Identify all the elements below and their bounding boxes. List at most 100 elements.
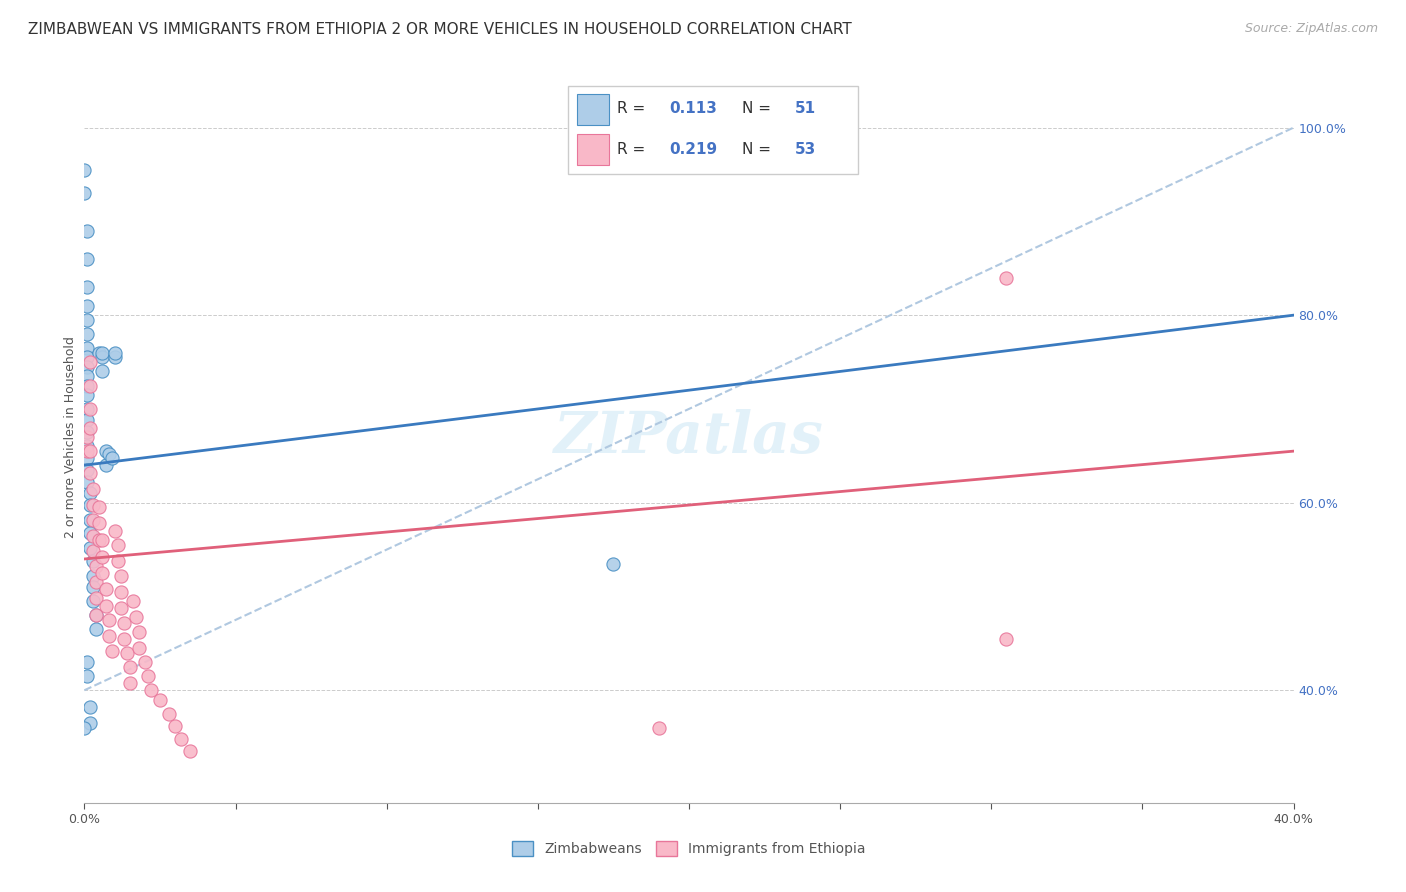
Point xyxy=(76,413,98,427)
Point xyxy=(91,364,114,378)
Point xyxy=(100,644,122,658)
Point xyxy=(121,594,143,608)
Point xyxy=(82,482,104,496)
Point xyxy=(112,632,135,646)
Point xyxy=(82,498,104,512)
Point xyxy=(76,430,98,444)
Point xyxy=(79,513,101,527)
Point xyxy=(107,538,129,552)
Point xyxy=(91,566,114,580)
Point xyxy=(165,719,187,733)
Point xyxy=(76,444,98,458)
Point xyxy=(91,351,114,365)
Point xyxy=(79,700,101,714)
Point xyxy=(602,557,624,571)
Point xyxy=(82,569,104,583)
Point xyxy=(89,500,111,515)
Text: ZIMBABWEAN VS IMMIGRANTS FROM ETHIOPIA 2 OR MORE VEHICLES IN HOUSEHOLD CORRELATI: ZIMBABWEAN VS IMMIGRANTS FROM ETHIOPIA 2… xyxy=(28,22,852,37)
Text: ZIPatlas: ZIPatlas xyxy=(554,409,824,466)
Point xyxy=(76,252,98,266)
Point xyxy=(86,575,108,590)
Point xyxy=(104,345,127,359)
Point xyxy=(79,486,101,500)
Point xyxy=(73,162,96,177)
Point xyxy=(79,541,101,555)
Legend: Zimbabweans, Immigrants from Ethiopia: Zimbabweans, Immigrants from Ethiopia xyxy=(508,836,870,862)
Point xyxy=(170,732,193,747)
Point xyxy=(86,591,108,606)
Point xyxy=(76,401,98,416)
Point xyxy=(134,655,156,669)
Point xyxy=(110,569,132,583)
Point xyxy=(82,554,104,568)
Text: Source: ZipAtlas.com: Source: ZipAtlas.com xyxy=(1244,22,1378,36)
Point xyxy=(76,326,98,341)
Point xyxy=(91,533,114,548)
Point xyxy=(136,669,159,683)
Point xyxy=(82,544,104,558)
Point xyxy=(76,655,98,669)
Point xyxy=(76,450,98,465)
Point xyxy=(995,632,1018,646)
Point xyxy=(76,351,98,365)
Point xyxy=(82,594,104,608)
Point xyxy=(86,608,108,623)
Point xyxy=(115,646,138,660)
Point xyxy=(79,378,101,392)
Point xyxy=(995,270,1018,285)
Point xyxy=(91,345,114,359)
Point xyxy=(76,425,98,440)
Point xyxy=(110,584,132,599)
Point xyxy=(79,716,101,731)
Point xyxy=(110,600,132,615)
Point xyxy=(94,599,117,613)
Point xyxy=(82,580,104,594)
Point xyxy=(79,498,101,512)
Point xyxy=(73,186,96,201)
Point xyxy=(76,299,98,313)
Point xyxy=(104,524,127,538)
Y-axis label: 2 or more Vehicles in Household: 2 or more Vehicles in Household xyxy=(65,336,77,538)
Point xyxy=(91,550,114,565)
Point xyxy=(128,625,150,640)
Point xyxy=(86,608,108,623)
Point xyxy=(139,683,162,698)
Point xyxy=(79,401,101,416)
Point xyxy=(76,475,98,489)
Point xyxy=(125,610,148,624)
Point xyxy=(97,447,120,461)
Point xyxy=(76,440,98,454)
Point xyxy=(107,554,129,568)
Point xyxy=(118,675,141,690)
Point xyxy=(89,345,111,359)
Point xyxy=(118,660,141,674)
Point xyxy=(76,463,98,477)
Point xyxy=(76,669,98,683)
Point xyxy=(82,528,104,542)
Point xyxy=(76,341,98,355)
Point xyxy=(97,629,120,643)
Point xyxy=(79,525,101,540)
Point xyxy=(157,706,180,721)
Point xyxy=(94,444,117,458)
Point xyxy=(94,582,117,596)
Point xyxy=(149,692,172,706)
Point xyxy=(89,516,111,531)
Point xyxy=(79,355,101,369)
Point xyxy=(73,721,96,735)
Point xyxy=(76,388,98,402)
Point xyxy=(76,224,98,238)
Point xyxy=(97,613,120,627)
Point xyxy=(128,641,150,656)
Point xyxy=(76,359,98,374)
Point xyxy=(104,351,127,365)
Point xyxy=(76,313,98,327)
Point xyxy=(76,280,98,294)
Point xyxy=(94,458,117,473)
Point xyxy=(82,513,104,527)
Point xyxy=(76,378,98,392)
Point xyxy=(112,615,135,630)
Point xyxy=(76,369,98,384)
Point xyxy=(79,420,101,434)
Point xyxy=(79,466,101,480)
